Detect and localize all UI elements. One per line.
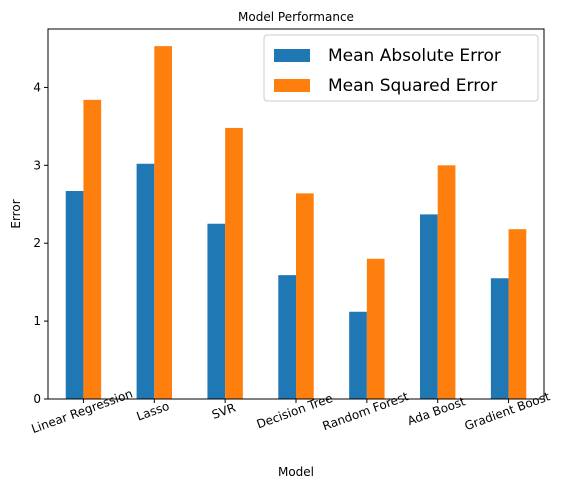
bar-mean-squared-error-random-forest bbox=[367, 259, 385, 399]
y-axis-label: Error bbox=[9, 199, 23, 228]
y-axis: 0 1 2 3 4 bbox=[33, 80, 48, 406]
bar-mean-absolute-error-linear-regression bbox=[66, 191, 84, 399]
y-tick-label: 2 bbox=[33, 236, 41, 250]
bar-mean-absolute-error-gradient-boost bbox=[491, 278, 509, 399]
legend-label: Mean Absolute Error bbox=[328, 46, 501, 66]
x-axis-label: Model bbox=[278, 465, 314, 479]
bar-mean-squared-error-ada-boost bbox=[438, 165, 456, 399]
legend-swatch bbox=[274, 49, 310, 62]
bar-mean-squared-error-lasso bbox=[154, 46, 172, 399]
y-tick-label: 0 bbox=[33, 392, 41, 406]
x-tick-label: Lasso bbox=[135, 399, 172, 424]
legend: Mean Absolute Error Mean Squared Error bbox=[264, 35, 538, 101]
chart-title: Model Performance bbox=[238, 10, 354, 24]
bar-mean-absolute-error-random-forest bbox=[349, 312, 367, 399]
legend-label: Mean Squared Error bbox=[328, 76, 497, 96]
x-tick-label: SVR bbox=[210, 401, 238, 422]
bar-mean-squared-error-gradient-boost bbox=[509, 229, 527, 399]
bar-mean-squared-error-decision-tree bbox=[296, 193, 314, 399]
bar-mean-absolute-error-decision-tree bbox=[278, 275, 296, 399]
bar-mean-absolute-error-svr bbox=[207, 224, 225, 399]
bar-mean-absolute-error-ada-boost bbox=[420, 214, 438, 399]
y-tick-label: 3 bbox=[33, 158, 41, 172]
y-tick-label: 1 bbox=[33, 314, 41, 328]
legend-swatch bbox=[274, 79, 310, 92]
bar-mean-squared-error-svr bbox=[225, 128, 243, 399]
y-tick-label: 4 bbox=[33, 80, 41, 94]
bar-mean-squared-error-linear-regression bbox=[83, 100, 101, 399]
bar-mean-absolute-error-lasso bbox=[137, 164, 155, 399]
